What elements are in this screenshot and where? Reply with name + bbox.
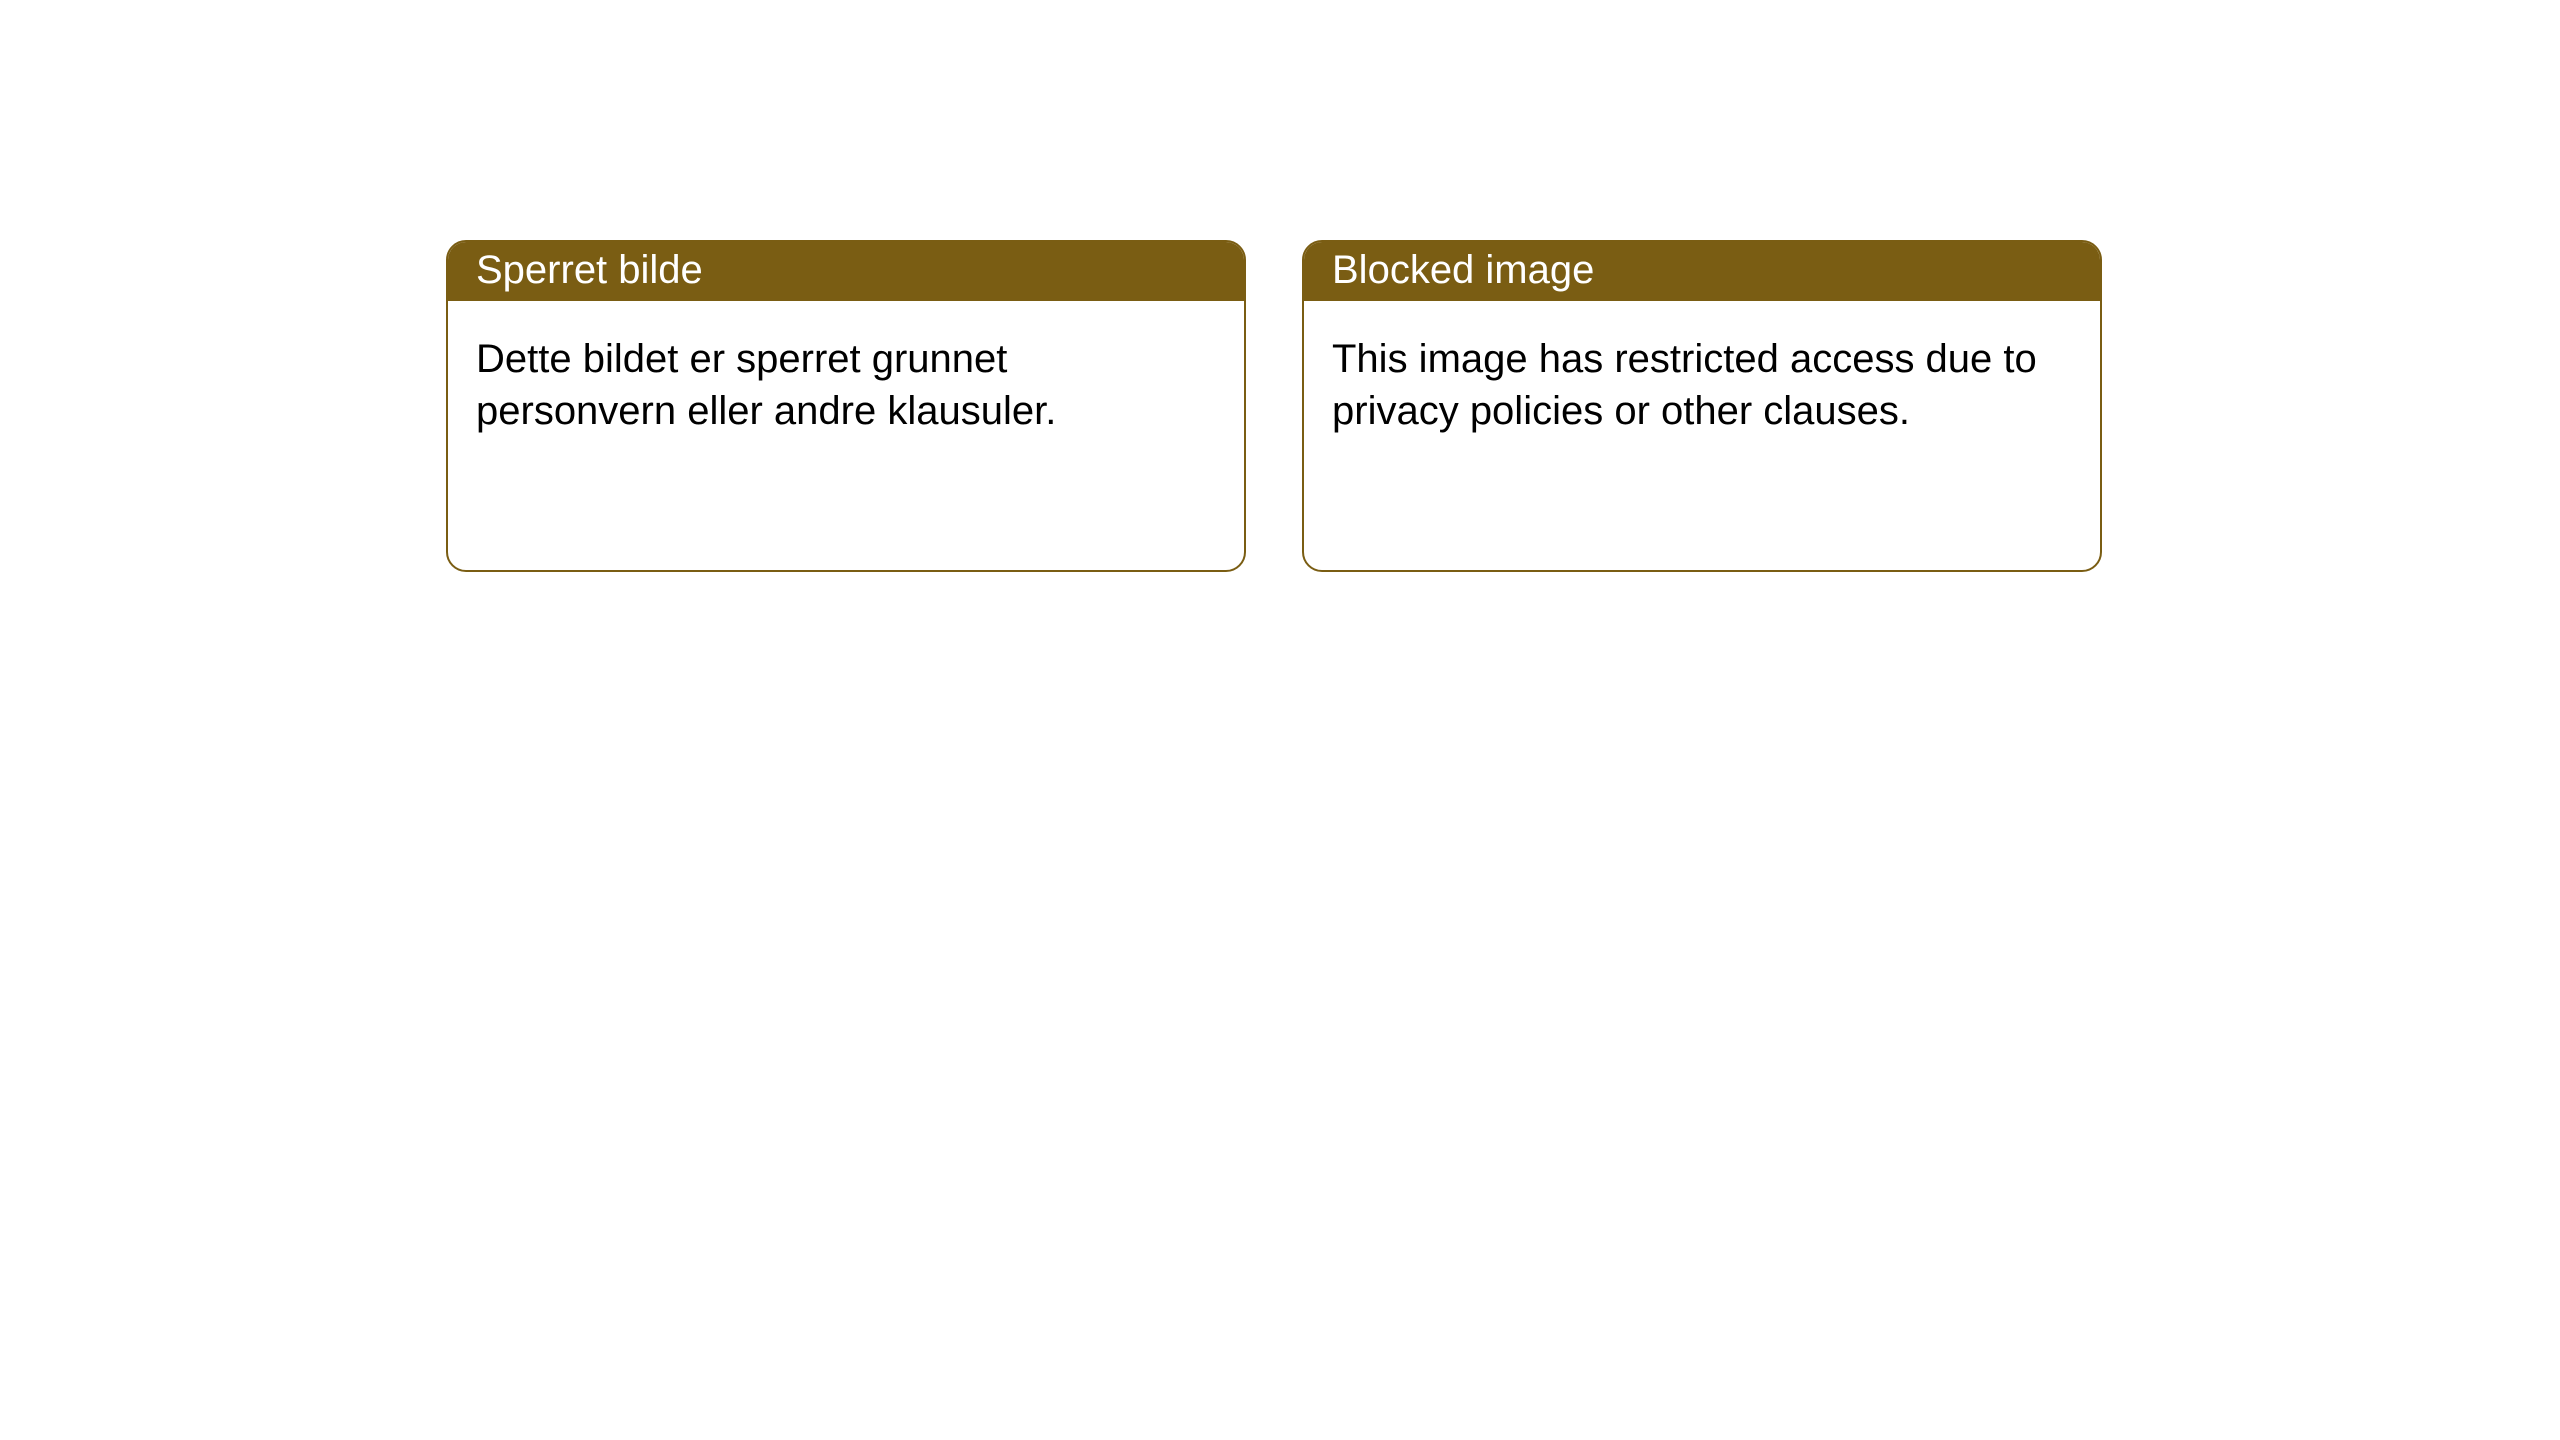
card-title: Sperret bilde [448, 242, 1244, 301]
notice-card-english: Blocked image This image has restricted … [1302, 240, 2102, 572]
notice-cards-container: Sperret bilde Dette bildet er sperret gr… [446, 240, 2102, 572]
notice-card-norwegian: Sperret bilde Dette bildet er sperret gr… [446, 240, 1246, 572]
card-title: Blocked image [1304, 242, 2100, 301]
card-body: This image has restricted access due to … [1304, 301, 2100, 469]
card-body: Dette bildet er sperret grunnet personve… [448, 301, 1244, 469]
